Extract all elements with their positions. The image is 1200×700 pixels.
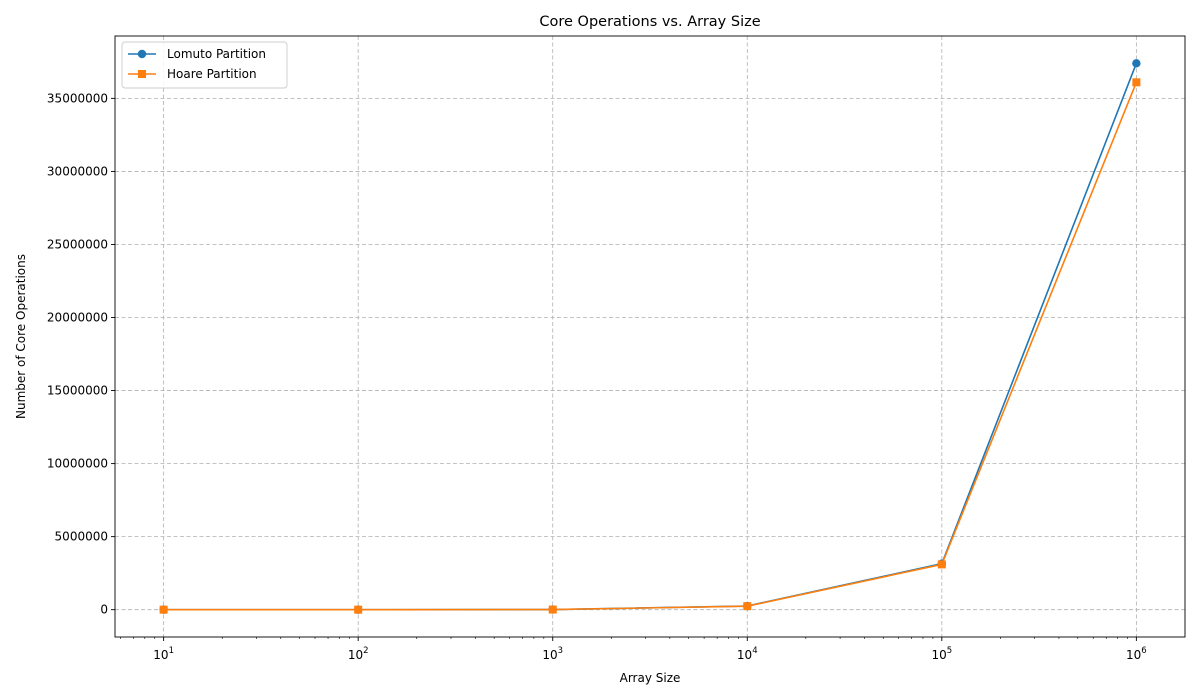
x-tick-label: 102 bbox=[348, 646, 369, 662]
y-tick-label: 20000000 bbox=[47, 311, 108, 325]
legend: Lomuto Partition Hoare Partition bbox=[121, 41, 288, 89]
plot-series bbox=[159, 59, 1141, 614]
hoare-partition-line bbox=[163, 82, 1138, 611]
hoare-partition-point bbox=[743, 602, 752, 611]
legend-box bbox=[121, 41, 288, 89]
hoare-partition-point bbox=[548, 605, 557, 614]
x-tick-label: 105 bbox=[931, 646, 952, 662]
hoare-partition-point bbox=[159, 605, 168, 614]
y-tick-label: 35000000 bbox=[47, 91, 108, 105]
legend-label: Hoare Partition bbox=[167, 67, 257, 81]
y-tick-label: 10000000 bbox=[47, 457, 108, 471]
x-tick-label: 104 bbox=[737, 646, 758, 662]
series-hoare-partition bbox=[159, 78, 1141, 614]
legend-marker bbox=[137, 49, 147, 59]
legend-marker bbox=[138, 70, 146, 78]
hoare-partition-point bbox=[354, 605, 363, 614]
x-tick-label: 101 bbox=[153, 646, 174, 662]
hoare-partition-point bbox=[1132, 78, 1141, 87]
y-tick-label: 15000000 bbox=[47, 384, 108, 398]
chart-title: Core Operations vs. Array Size bbox=[539, 14, 760, 30]
x-tick-label: 103 bbox=[542, 646, 563, 662]
hoare-partition-point bbox=[937, 560, 946, 569]
y-tick-label: 5000000 bbox=[55, 530, 108, 544]
x-tick-label: 106 bbox=[1126, 646, 1147, 662]
x-axis-title: Array Size bbox=[620, 671, 681, 685]
grid bbox=[115, 36, 1185, 637]
y-tick-label: 0 bbox=[100, 603, 108, 617]
x-axis: 101 102 103 104 105 106 bbox=[120, 637, 1147, 662]
y-tick-label: 30000000 bbox=[47, 164, 108, 178]
plot-area-frame bbox=[114, 35, 1186, 638]
y-tick-label: 25000000 bbox=[47, 237, 108, 251]
legend-entry-hoare-partition: Hoare Partition bbox=[128, 67, 257, 81]
legend-label: Lomuto Partition bbox=[167, 47, 266, 61]
y-axis-title: Number of Core Operations bbox=[14, 254, 28, 419]
lomuto-partition-point bbox=[1132, 59, 1141, 68]
legend-entry-lomuto-partition: Lomuto Partition bbox=[128, 47, 266, 61]
y-axis: 0 5000000 10000000 15000000 20000000 25000000… bbox=[47, 91, 115, 617]
